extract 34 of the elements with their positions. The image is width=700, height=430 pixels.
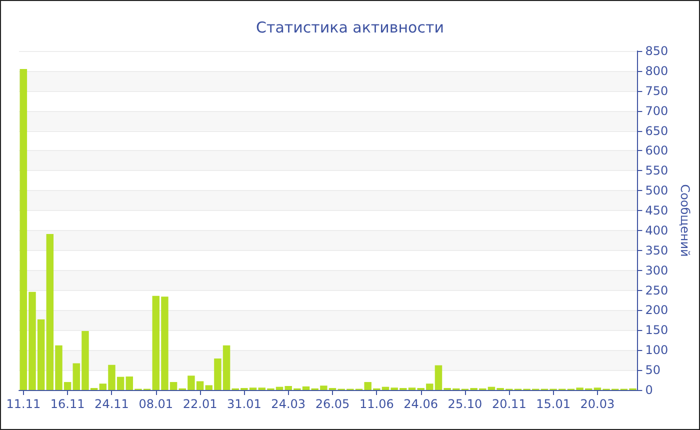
y-tick-label: 500: [645, 184, 668, 198]
y-tick-label: 550: [645, 164, 668, 178]
x-tick-label: 20.03: [580, 397, 615, 411]
x-tick-label: 11.11: [6, 397, 41, 411]
x-tick-label: 15.01: [536, 397, 570, 411]
y-tick-label: 650: [645, 124, 668, 138]
x-tick-label: 20.11: [492, 397, 526, 411]
y-axis-title: Сообщений: [678, 184, 692, 257]
x-tick-label: 08.01: [138, 397, 174, 411]
x-tick-label: 22.01: [182, 397, 218, 411]
y-tick-label: 450: [645, 204, 668, 218]
y-tick-label: 700: [645, 104, 668, 118]
y-tick-label: 0: [645, 383, 653, 397]
x-tick-label: 24.03: [271, 397, 306, 411]
y-tick-label: 400: [645, 223, 668, 238]
y-tick-label: 850: [645, 44, 668, 58]
y-tick-label: 100: [645, 343, 668, 358]
y-tick-label: 350: [645, 243, 668, 258]
x-tick-label: 25.10: [448, 397, 482, 411]
x-tick-label: 31.01: [227, 397, 262, 411]
y-tick-label: 50: [645, 363, 660, 378]
y-tick-label: 600: [645, 144, 668, 158]
y-tick-label: 200: [645, 303, 668, 318]
y-tick-label: 800: [645, 64, 668, 78]
y-tick-label: 150: [645, 323, 668, 338]
y-tick-label: 250: [645, 283, 668, 298]
x-tick-label: 16.11: [50, 397, 85, 411]
y-tick-label: 300: [645, 263, 668, 278]
y-tick-label: 750: [645, 84, 668, 98]
chart-title: Статистика активности: [256, 18, 444, 36]
x-tick-label: 11.06: [359, 397, 394, 411]
x-tick-label: 24.06: [404, 397, 438, 411]
x-tick-label: 26.05: [315, 397, 350, 411]
x-tick-label: 24.11: [94, 397, 129, 411]
